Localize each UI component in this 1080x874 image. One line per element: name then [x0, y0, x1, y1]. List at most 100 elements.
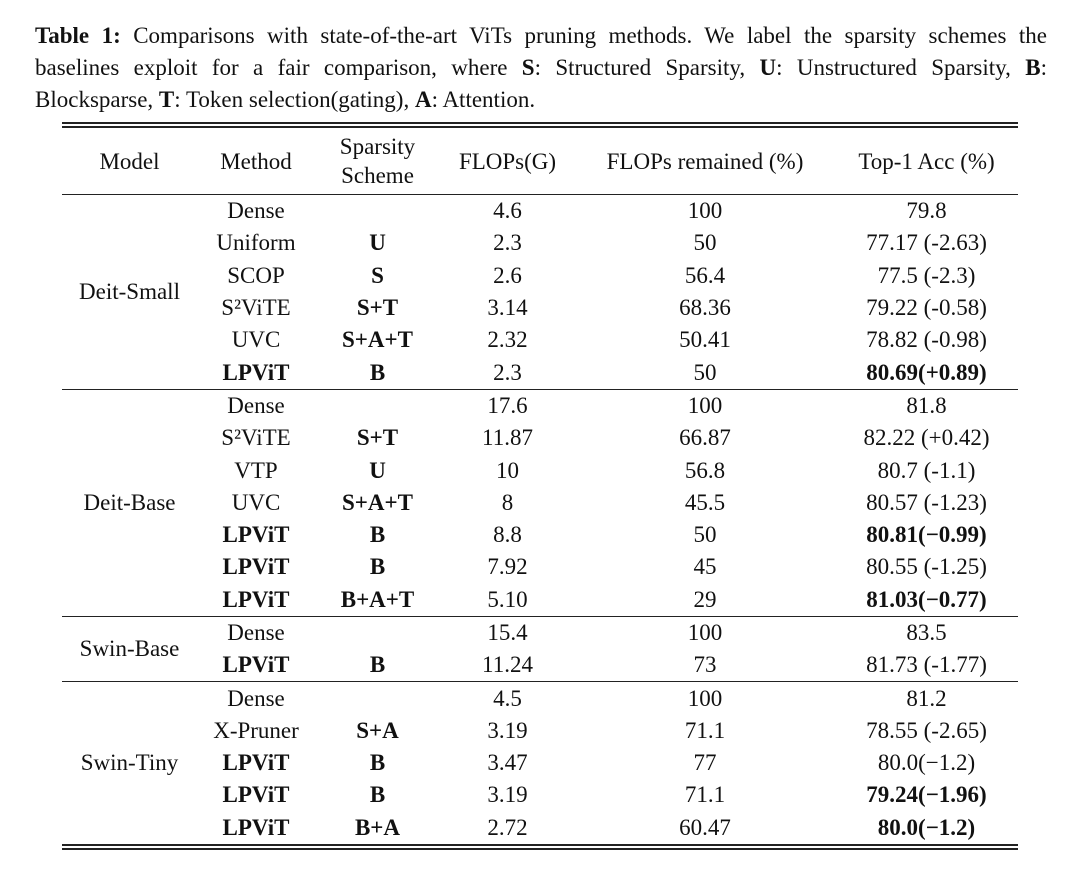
accuracy-cell: 81.03(−0.77) [866, 586, 987, 612]
method-cell: Dense [197, 615, 315, 650]
scheme-cell: B [369, 522, 386, 548]
accuracy-cell: 81.8 [835, 388, 1018, 423]
table-row: LPViT B 8.8 50 80.81(−0.99) [62, 519, 1018, 551]
header-cell: Method [197, 125, 315, 195]
remained-cell: 45 [693, 554, 717, 580]
table-row: Swin-Base Dense 15.4 100 83.5 [62, 615, 1018, 682]
accuracy-cell: 77.5 (-2.3) [877, 262, 976, 288]
accuracy-cell: 78.55 (-2.65) [866, 717, 987, 743]
model-cell: Deit-Small [79, 278, 180, 304]
scheme-cell: S+A+T [342, 489, 413, 515]
caption-text: : Blocksparse, [35, 55, 1047, 112]
table-row: VTP U 10 56.8 80.7 (-1.1) [62, 454, 1018, 486]
table-row: SCOP S 2.6 56.4 77.5 (-2.3) [62, 260, 1018, 292]
remained-cell: 77 [693, 750, 717, 776]
accuracy-cell: 81.2 [835, 681, 1018, 715]
model-cell: Swin-Tiny [62, 681, 197, 847]
scheme-cell: S+A+T [342, 327, 413, 353]
table-row: Uniform U 2.3 50 77.17 (-2.63) [62, 227, 1018, 259]
header-cell: FLOPs(G) [440, 125, 575, 195]
method-cell: Dense [227, 198, 285, 224]
method-cell: LPViT [222, 782, 290, 808]
remained-cell: 50 [693, 359, 717, 385]
method-cell: LPViT [222, 814, 290, 840]
caption-text: U [759, 55, 777, 80]
scheme-cell: B [369, 652, 386, 678]
accuracy-cell: 80.81(−0.99) [866, 522, 987, 548]
remained-cell: 71.1 [684, 717, 726, 743]
accuracy-cell: 80.0(−1.2) [877, 814, 976, 840]
method-cell: UVC [231, 489, 281, 515]
caption-text: B [1025, 55, 1041, 80]
table-row: UVC S+A+T 8 45.5 80.57 (-1.23) [62, 487, 1018, 519]
scheme-cell: S+A [356, 717, 399, 743]
header-cell: Sparsity Scheme [315, 125, 440, 195]
results-table: Model Method Sparsity Scheme FLOPs(G) FLOPs … [62, 122, 1018, 850]
caption-text: Comparisons with state-of-the-art ViTs p… [35, 23, 1048, 80]
remained-cell: 60.47 [679, 814, 731, 840]
method-cell: VTP [234, 457, 278, 483]
remained-cell: 73 [693, 652, 717, 678]
accuracy-cell: 80.0(−1.2) [877, 750, 976, 776]
accuracy-cell: 79.24(−1.96) [866, 782, 987, 808]
method-cell: LPViT [222, 522, 290, 548]
table-row: LPViT B 3.47 77 80.0(−1.2) [62, 747, 1018, 779]
flops-cell: 8 [501, 489, 514, 515]
model-cell: Swin-Base [62, 615, 197, 682]
accuracy-cell: 80.7 (-1.1) [877, 457, 976, 483]
table-row: S²ViTE S+T 11.87 66.87 82.22 (+0.42) [62, 422, 1018, 454]
remained-cell: 45.5 [684, 489, 726, 515]
model-cell: Deit-Base [62, 388, 197, 617]
flops-cell: 7.92 [487, 554, 528, 580]
method-cell: LPViT [222, 750, 290, 776]
scheme-cell: S+T [356, 295, 399, 321]
scheme-cell [315, 388, 440, 423]
table-row: UVC S+A+T 2.32 50.41 78.82 (-0.98) [62, 324, 1018, 356]
caption-text: : Attention. [431, 87, 536, 112]
scheme-cell: U [369, 230, 386, 256]
flops-cell: 2.32 [487, 327, 528, 353]
table-row: LPViT B+A 2.72 60.47 80.0(−1.2) [62, 812, 1018, 847]
table-row: LPViT B 2.3 50 80.69(+0.89) [62, 356, 1018, 389]
method-cell: LPViT [222, 554, 290, 580]
table-row: LPViT B 11.24 73 81.73 (-1.77) [62, 649, 1018, 682]
table-row: LPViT B 3.19 71.1 79.24(−1.96) [62, 779, 1018, 811]
header-cell: FLOPs remained (%) [575, 125, 835, 195]
accuracy-cell: 80.69(+0.89) [866, 359, 987, 385]
remained-cell: 71.1 [684, 782, 726, 808]
caption-text: Table 1: [35, 23, 121, 48]
flops-cell: 8.8 [493, 522, 522, 548]
scheme-cell: B+A+T [340, 586, 415, 612]
flops-cell: 11.87 [482, 425, 533, 451]
scheme-cell: B [369, 782, 386, 808]
flops-cell: 3.19 [487, 717, 528, 743]
table-row: Deit-Base Dense 17.6 100 81.8 [62, 388, 1018, 617]
accuracy-cell: 80.55 (-1.25) [866, 554, 987, 580]
method-cell: S²ViTE [221, 295, 291, 321]
accuracy-cell: 78.82 (-0.98) [866, 327, 987, 353]
table-row: Deit-Small Dense 4.6 100 79.8 [62, 195, 1018, 304]
caption-text: S [521, 55, 535, 80]
scheme-cell [315, 195, 440, 228]
header-cell: Top-1 Acc (%) [835, 125, 1018, 195]
flops-cell: 3.14 [487, 295, 528, 321]
scheme-cell: B [369, 359, 386, 385]
scheme-cell: S+T [356, 425, 399, 451]
remained-cell: 68.36 [679, 295, 731, 321]
flops-cell: 5.10 [487, 586, 528, 612]
flops-cell: 2.3 [493, 230, 522, 256]
remained-cell: 29 [693, 586, 717, 612]
method-cell: X-Pruner [213, 717, 299, 743]
flops-cell: 3.47 [487, 750, 528, 776]
method-cell: S²ViTE [221, 425, 291, 451]
method-cell: UVC [231, 327, 281, 353]
caption: Table 1: Comparisons with state-of-the-a… [35, 20, 1047, 116]
flops-cell: 2.3 [493, 359, 522, 385]
table-row: LPViT B 7.92 45 80.55 (-1.25) [62, 551, 1018, 583]
flops-cell: 3.19 [487, 782, 528, 808]
scheme-cell: B [369, 750, 386, 776]
caption-text: T [158, 87, 175, 112]
scheme-cell [315, 681, 440, 715]
remained-cell: 56.4 [684, 262, 726, 288]
accuracy-cell: 83.5 [835, 615, 1018, 650]
